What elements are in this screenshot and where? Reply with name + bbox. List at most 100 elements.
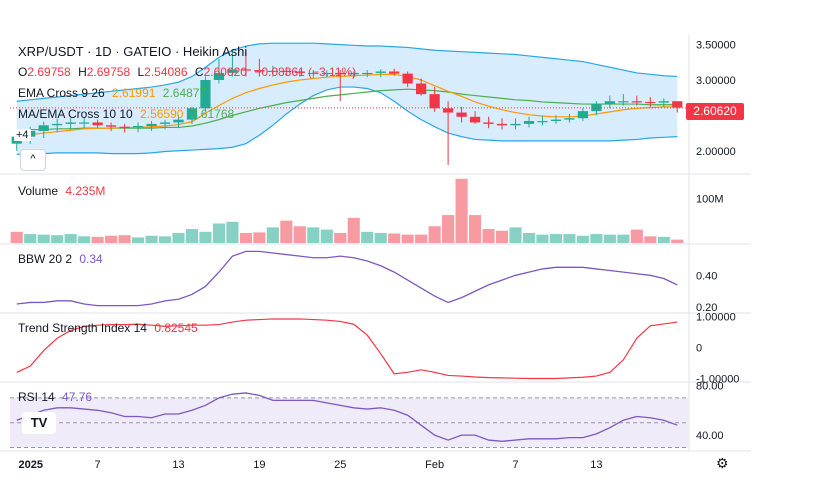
time-tick-label: 13 [590,459,602,471]
price-tick-label: 3.00000 [696,75,736,87]
tradingview-logo[interactable]: TV [22,412,56,434]
volume-bar [158,236,172,243]
volume-legend[interactable]: Volume 4.235M [18,184,105,198]
volume-bar [401,234,414,243]
bbw-tick-label: 0.20 [696,302,717,314]
volume-bar [105,235,118,243]
chevron-up-icon: ^ [30,153,36,165]
tsi-legend[interactable]: Trend Strength Index 14 0.82545 [18,321,198,335]
candle-body [92,122,103,126]
volume-bar [10,231,23,243]
candle-body [510,123,521,126]
volume-tick-label: 100M [696,193,724,205]
volume-bar [266,227,279,243]
time-tick-label: 2025 [18,459,42,471]
time-tick-label: 7 [512,459,518,471]
time-tick-label: 13 [172,459,184,471]
volume-bar [563,234,576,243]
volume-bar [293,226,306,243]
volume-bar [64,234,77,243]
volume-bar [442,215,455,243]
candle-body [159,122,171,124]
ma-legend[interactable]: MA/EMA Cross 10 10 2.56590 2.61768 [18,107,234,121]
candle-body [281,70,292,72]
volume-bar [509,227,522,243]
collapse-legend-button[interactable]: ^ [20,149,46,171]
volume-bar [644,236,657,243]
close-label: C [194,65,204,79]
volume-bar [347,217,360,243]
candle-body [294,71,305,73]
time-tick-label: 7 [95,459,101,471]
rsi-legend[interactable]: RSI 14 47.76 [18,390,92,404]
volume-bar [37,234,50,243]
ema-slow-value: 2.64877 [162,86,207,100]
bbw-line [16,250,678,307]
time-tick-label: 25 [334,459,346,471]
open-value: 2.69758 [27,65,71,79]
candle-body [362,72,373,75]
price-tick-label: 3.50000 [696,40,736,52]
volume-bar [131,237,145,243]
volume-bar [428,226,441,243]
symbol-title: XRP/USDT · 1D · GATEIO · Heikin Ashi [18,44,248,59]
candle-body [564,118,575,120]
volume-bar [468,215,482,243]
candle-body [537,121,548,123]
high-label: H [78,65,87,79]
candle-body [79,122,90,124]
volume-bar [603,234,616,243]
tsi-tick-label: -1.00000 [696,374,739,386]
volume-bar [482,229,495,243]
gear-icon[interactable]: ⚙ [716,455,729,471]
candle-body [591,104,602,112]
low-label: L [137,65,145,79]
volume-bar [576,235,589,243]
tsi-tick-label: 0 [696,343,702,355]
volume-bar [226,221,239,243]
ema-legend[interactable]: EMA Cross 9 26 2.61991 2.64877 [18,86,206,100]
volume-bar [415,234,428,243]
price-tick-label: 2.00000 [696,146,736,158]
volume-bar [549,234,563,243]
rsi-tick-label: 40.00 [696,430,724,442]
bbw-legend[interactable]: BBW 20 2 0.34 [18,252,103,266]
hidden-indicators-badge[interactable]: +4 [14,129,31,141]
volume-bar [280,220,293,243]
candle-body [416,83,427,95]
tsi-line [16,318,678,380]
ema-label: EMA Cross 9 26 [18,86,105,100]
candle-body [429,94,440,109]
candle-body [267,70,278,72]
tsi-value: 0.82545 [154,321,198,335]
tsi-label: Trend Strength Index 14 [18,321,147,335]
candle-body [38,125,49,131]
volume-bar [239,232,252,243]
volume-bar [536,234,549,243]
volume-bar [617,234,630,243]
candle-body [631,101,642,103]
candle-body [496,123,508,126]
volume-bar [671,239,684,243]
volume-bar [657,236,670,243]
volume-bar [199,231,212,243]
candle-body [658,101,669,103]
high-value: 2.69758 [86,65,131,79]
volume-bar [172,232,185,243]
bbw-tick-label: 0.40 [696,270,717,282]
ohlc-legend: O2.69758 H2.69758 L2.54086 C2.60620 −0.0… [18,65,356,79]
candle-body [65,122,76,124]
candle-body [456,112,467,117]
candle-body [105,125,117,127]
candle-body [308,72,319,75]
volume-bar [388,233,401,243]
candle-body [402,73,413,84]
candle-body [618,101,629,103]
volume-bar [212,223,226,243]
volume-bar [630,229,643,243]
candle-body [348,72,359,75]
rsi-value: 47.76 [62,390,93,404]
candle-body [645,101,656,104]
volume-bar [51,235,64,243]
